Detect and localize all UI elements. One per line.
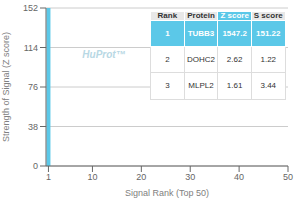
svg-text:50: 50 [283, 172, 292, 182]
svg-text:38: 38 [28, 122, 38, 132]
html-text:TUBB3: TUBB3 [187, 28, 215, 38]
html-text:S score: S score [253, 11, 283, 21]
html-text:Z score: Z score [220, 11, 249, 21]
html-text:Protein: Protein [187, 11, 215, 21]
svg-text:1: 1 [46, 172, 51, 182]
svg-text:152: 152 [23, 3, 38, 13]
svg-text:0: 0 [33, 161, 38, 171]
html-text:HuProt™: HuProt™ [82, 48, 126, 60]
html-text:DOHC2: DOHC2 [187, 54, 215, 64]
svg-text:114: 114 [24, 43, 38, 53]
html-text:1547.2: 1547.2 [222, 28, 247, 38]
html-text:151.22: 151.22 [256, 28, 281, 38]
svg-text:20: 20 [136, 172, 146, 182]
html-text:2: 2 [165, 54, 170, 64]
svg-text:40: 40 [234, 172, 244, 182]
html-text:2.62: 2.62 [226, 54, 243, 64]
html-text:Rank: Rank [157, 11, 178, 21]
html-text:3: 3 [165, 81, 170, 90]
html-text:MLPL2: MLPL2 [188, 81, 214, 90]
svg-text:30: 30 [185, 172, 195, 182]
html-text:1: 1 [165, 28, 170, 38]
svg-text:10: 10 [87, 172, 97, 182]
html-text:1.61: 1.61 [226, 81, 243, 90]
svg-text:76: 76 [28, 82, 38, 92]
svg-text:Signal Rank (Top 50): Signal Rank (Top 50) [125, 188, 209, 198]
html-text:3.44: 3.44 [260, 81, 276, 90]
svg-text:Strength of Signal (Z score): Strength of Signal (Z score) [8, 32, 11, 142]
html-text:1.22: 1.22 [260, 54, 276, 64]
